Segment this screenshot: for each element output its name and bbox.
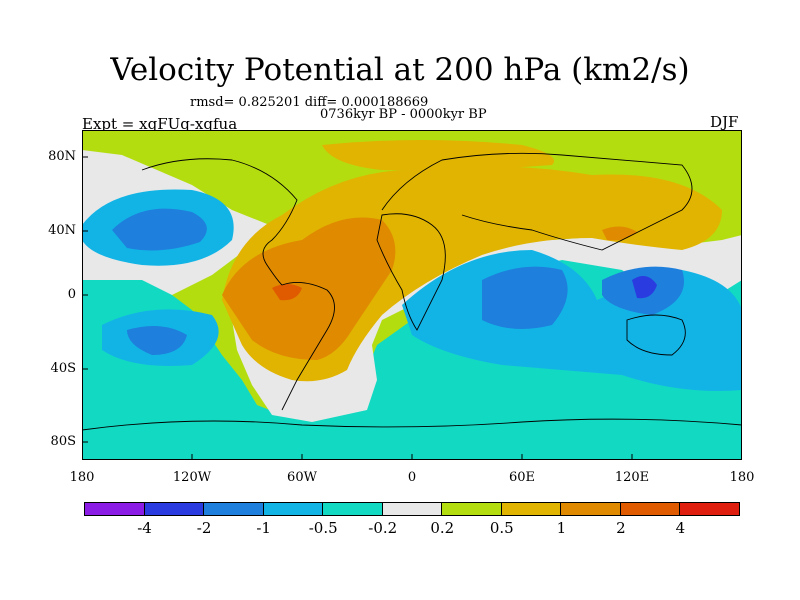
lat-label-40s: 40S bbox=[50, 361, 76, 376]
lat-label-0: 0 bbox=[67, 287, 76, 302]
coast-australia bbox=[626, 314, 686, 356]
colorbar-swatch bbox=[262, 502, 324, 516]
coast-south-america bbox=[281, 281, 335, 411]
colorbar-label: 4 bbox=[675, 519, 686, 537]
colorbar-swatch bbox=[322, 502, 383, 516]
stats-line: rmsd= 0.825201 diff= 0.000188669 bbox=[190, 95, 429, 110]
colorbar-label: 2 bbox=[616, 519, 626, 537]
chart-title: Velocity Potential at 200 hPa (km2/s) bbox=[110, 52, 690, 88]
field-dblue-indian bbox=[482, 266, 568, 329]
field-dorange bbox=[222, 217, 396, 360]
colorbar-swatch bbox=[619, 502, 681, 516]
coast-antarctica bbox=[82, 418, 742, 431]
field-dblue-spacific bbox=[127, 326, 187, 355]
colorbar-label: -1 bbox=[256, 519, 271, 537]
colorbar-label: -2 bbox=[196, 519, 212, 537]
colorbar-swatch bbox=[500, 502, 562, 516]
season-label: DJF bbox=[710, 113, 739, 131]
field-red-core bbox=[272, 284, 302, 301]
coast-north-america bbox=[141, 158, 298, 286]
colorbar-swatch bbox=[679, 502, 741, 516]
colorbar-swatch bbox=[143, 502, 205, 516]
field-gray-band-2 bbox=[232, 235, 742, 422]
lon-label-60e: 60E bbox=[508, 470, 536, 485]
coast-eurasia bbox=[381, 152, 693, 251]
colorbar-swatch bbox=[381, 502, 443, 516]
colorbar-swatch bbox=[560, 502, 621, 516]
colorbar-label: -0.2 bbox=[368, 519, 398, 537]
colorbar-swatch bbox=[441, 502, 502, 516]
lat-label-80n: 80N bbox=[48, 149, 76, 164]
field-orange-arctic bbox=[322, 140, 554, 171]
lon-label-0: 0 bbox=[407, 470, 417, 485]
lon-label-180w: 180 bbox=[69, 470, 95, 485]
coastlines bbox=[82, 152, 742, 431]
field-deepblue-maritime bbox=[632, 276, 657, 299]
colorbar-label: -4 bbox=[137, 519, 152, 537]
velocity-potential-map bbox=[82, 130, 742, 460]
field-dblue-npacific bbox=[112, 208, 207, 251]
colorbar bbox=[84, 502, 741, 516]
colorbar-swatch bbox=[84, 502, 145, 516]
colorbar-swatch bbox=[203, 502, 264, 516]
lat-label-80s: 80S bbox=[50, 434, 76, 449]
colorbar-label: 0.5 bbox=[489, 519, 514, 537]
lat-label-40n: 40N bbox=[48, 223, 76, 238]
lon-label-60w: 60W bbox=[287, 470, 317, 485]
lon-label-180e: 180 bbox=[729, 470, 755, 485]
colorbar-label: 0.2 bbox=[430, 519, 455, 537]
axis-ticks bbox=[82, 156, 633, 460]
lon-label-120w: 120W bbox=[172, 470, 212, 485]
colorbar-label: 1 bbox=[556, 519, 567, 537]
experiment-label: Expt = xqFUq-xqfua bbox=[82, 115, 238, 133]
coast-africa bbox=[376, 213, 446, 331]
lon-label-120e: 120E bbox=[614, 470, 650, 485]
period-line: 0736kyr BP - 0000kyr BP bbox=[320, 107, 487, 122]
colorbar-label: -0.5 bbox=[308, 519, 338, 537]
